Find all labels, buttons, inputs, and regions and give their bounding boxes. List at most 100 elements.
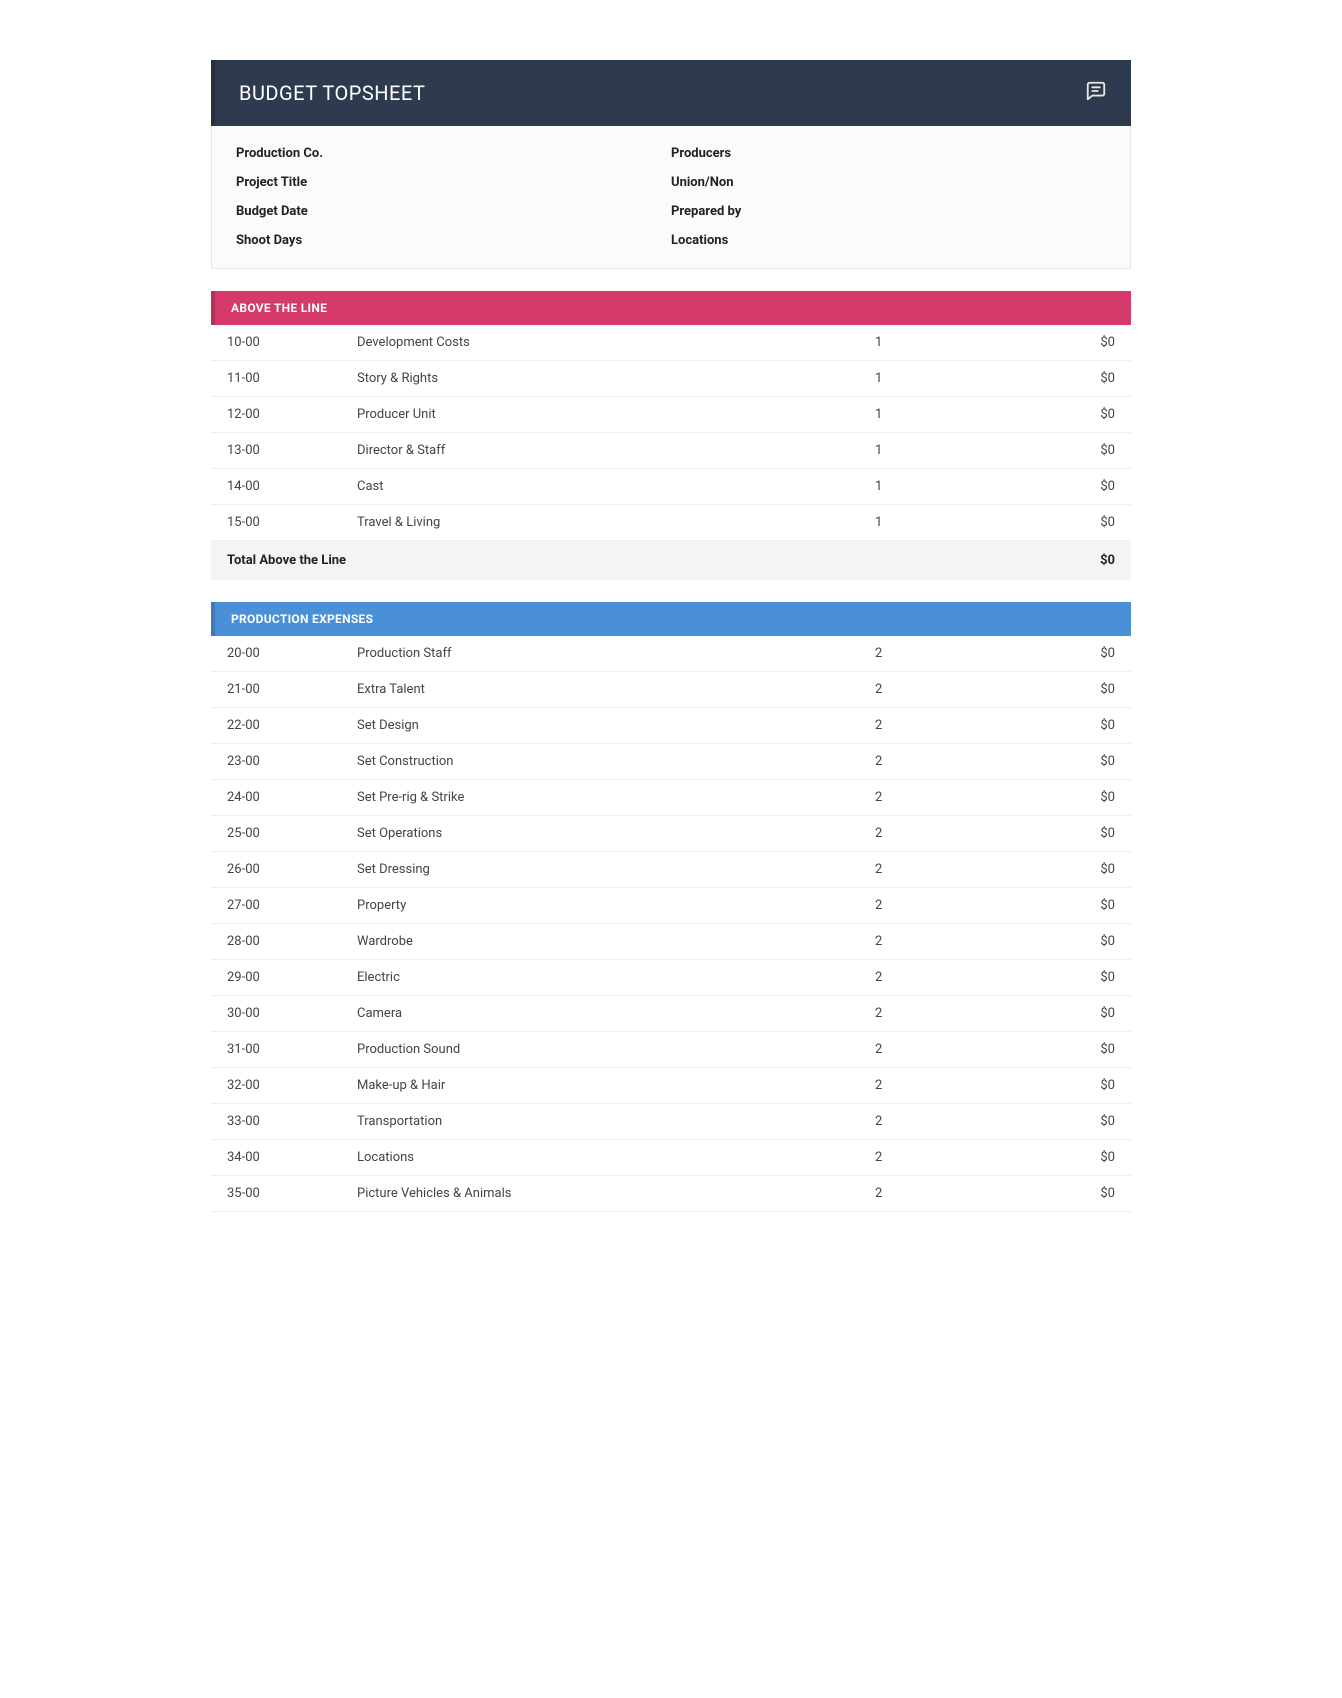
table-row: 28-00Wardrobe2$0 [211,924,1131,960]
info-label-left-2: Budget Date [236,204,671,219]
row-desc: Picture Vehicles & Animals [357,1186,875,1201]
table-row: 25-00Set Operations2$0 [211,816,1131,852]
section-total-label: Total Above the Line [227,553,995,568]
table-row: 15-00Travel & Living1$0 [211,505,1131,541]
row-code: 35-00 [227,1186,357,1201]
info-label-left-0: Production Co. [236,146,671,161]
row-page: 1 [875,479,995,494]
row-amount: $0 [995,754,1115,769]
row-desc: Transportation [357,1114,875,1129]
row-page: 2 [875,754,995,769]
row-desc: Producer Unit [357,407,875,422]
row-amount: $0 [995,934,1115,949]
row-amount: $0 [995,970,1115,985]
info-label-left-3: Shoot Days [236,233,671,248]
row-amount: $0 [995,335,1115,350]
row-desc: Cast [357,479,875,494]
info-label-right-3: Locations [671,233,1106,248]
row-amount: $0 [995,407,1115,422]
row-page: 2 [875,1006,995,1021]
row-desc: Production Staff [357,646,875,661]
table-row: 20-00Production Staff2$0 [211,636,1131,672]
row-amount: $0 [995,790,1115,805]
table-row: 12-00Producer Unit1$0 [211,397,1131,433]
info-col-left: Production Co. Project Title Budget Date Sh… [236,146,671,248]
section-header: PRODUCTION EXPENSES [211,602,1131,636]
row-page: 2 [875,898,995,913]
row-amount: $0 [995,826,1115,841]
row-page: 2 [875,790,995,805]
chat-icon[interactable] [1085,80,1107,106]
row-amount: $0 [995,1042,1115,1057]
header-bar: BUDGET TOPSHEET [211,60,1131,126]
table-row: 21-00Extra Talent2$0 [211,672,1131,708]
row-code: 29-00 [227,970,357,985]
row-code: 31-00 [227,1042,357,1057]
page-title: BUDGET TOPSHEET [239,81,425,105]
row-desc: Set Design [357,718,875,733]
row-page: 2 [875,1114,995,1129]
row-desc: Production Sound [357,1042,875,1057]
row-amount: $0 [995,1186,1115,1201]
row-desc: Locations [357,1150,875,1165]
row-amount: $0 [995,1006,1115,1021]
row-page: 2 [875,862,995,877]
row-desc: Set Dressing [357,862,875,877]
row-desc: Extra Talent [357,682,875,697]
row-page: 1 [875,407,995,422]
info-block: Production Co. Project Title Budget Date Sh… [211,126,1131,269]
row-code: 25-00 [227,826,357,841]
row-amount: $0 [995,646,1115,661]
table-row: 13-00Director & Staff1$0 [211,433,1131,469]
row-desc: Camera [357,1006,875,1021]
row-amount: $0 [995,1150,1115,1165]
table-row: 27-00Property2$0 [211,888,1131,924]
table-row: 29-00Electric2$0 [211,960,1131,996]
row-desc: Story & Rights [357,371,875,386]
row-page: 1 [875,515,995,530]
row-page: 2 [875,826,995,841]
row-page: 2 [875,646,995,661]
table-row: 11-00Story & Rights1$0 [211,361,1131,397]
row-code: 32-00 [227,1078,357,1093]
row-desc: Electric [357,970,875,985]
row-amount: $0 [995,682,1115,697]
info-label-left-1: Project Title [236,175,671,190]
row-desc: Director & Staff [357,443,875,458]
row-page: 2 [875,970,995,985]
row-amount: $0 [995,718,1115,733]
info-label-right-2: Prepared by [671,204,1106,219]
table-row: 33-00Transportation2$0 [211,1104,1131,1140]
row-amount: $0 [995,443,1115,458]
row-code: 22-00 [227,718,357,733]
row-page: 1 [875,335,995,350]
row-page: 2 [875,1150,995,1165]
row-desc: Wardrobe [357,934,875,949]
row-amount: $0 [995,371,1115,386]
table-row: 23-00Set Construction2$0 [211,744,1131,780]
row-page: 2 [875,1042,995,1057]
table-row: 24-00Set Pre-rig & Strike2$0 [211,780,1131,816]
row-desc: Make-up & Hair [357,1078,875,1093]
row-amount: $0 [995,1114,1115,1129]
row-code: 33-00 [227,1114,357,1129]
row-code: 24-00 [227,790,357,805]
budget-topsheet: BUDGET TOPSHEET Production Co. Project Ti… [211,60,1131,1212]
row-code: 30-00 [227,1006,357,1021]
row-code: 27-00 [227,898,357,913]
table-row: 34-00Locations2$0 [211,1140,1131,1176]
row-code: 10-00 [227,335,357,350]
table-row: 35-00Picture Vehicles & Animals2$0 [211,1176,1131,1212]
row-page: 1 [875,371,995,386]
table-row: 26-00Set Dressing2$0 [211,852,1131,888]
row-desc: Development Costs [357,335,875,350]
row-code: 15-00 [227,515,357,530]
info-label-right-1: Union/Non [671,175,1106,190]
row-page: 2 [875,718,995,733]
row-page: 2 [875,1078,995,1093]
row-code: 11-00 [227,371,357,386]
table-row: 14-00Cast1$0 [211,469,1131,505]
row-amount: $0 [995,515,1115,530]
row-code: 14-00 [227,479,357,494]
row-desc: Travel & Living [357,515,875,530]
